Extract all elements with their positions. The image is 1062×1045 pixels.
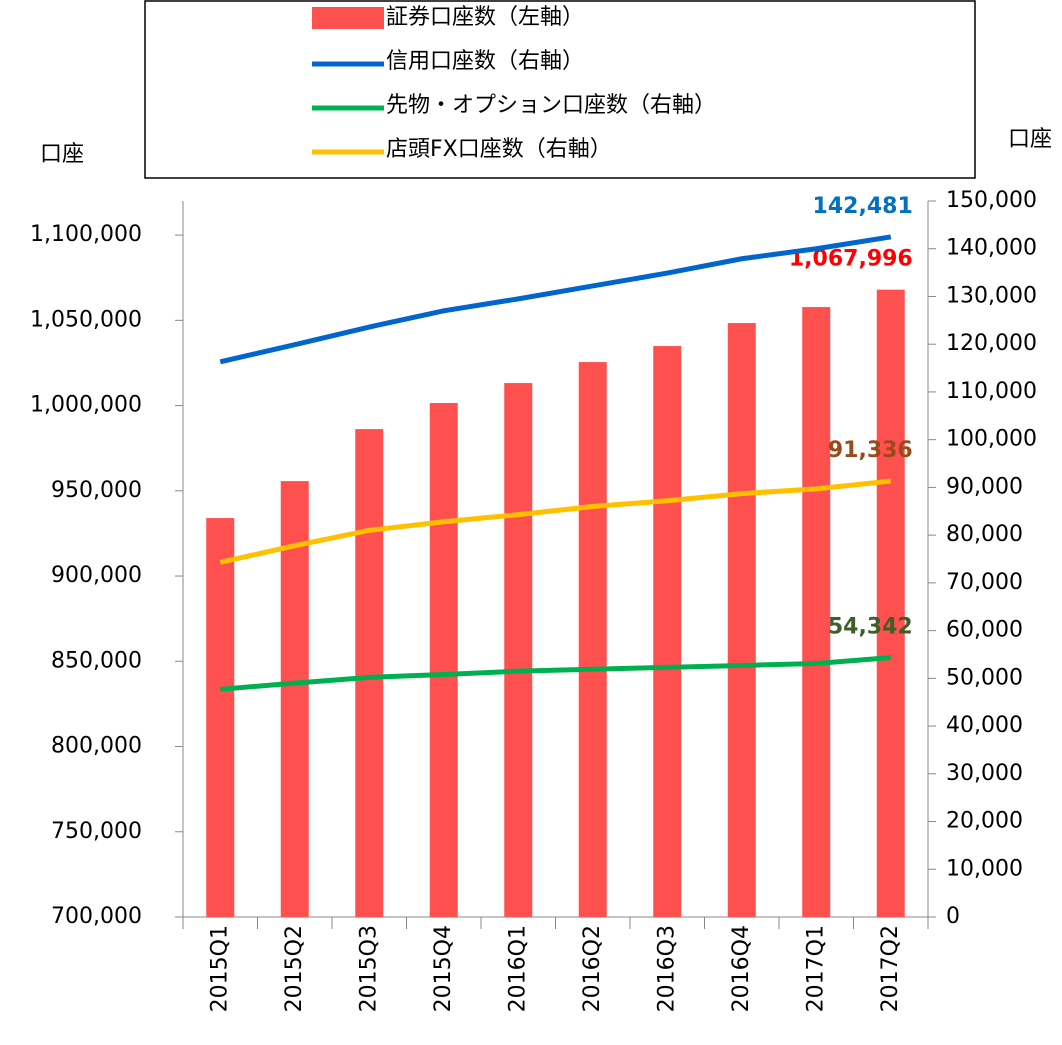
y2-tick-label: 90,000	[946, 474, 1023, 499]
x-tick-label: 2017Q1	[803, 925, 828, 1012]
bar	[578, 362, 607, 918]
y-tick-label: 1,050,000	[30, 307, 142, 332]
y2-tick-label: 70,000	[946, 570, 1023, 595]
y2-tick-label: 110,000	[946, 379, 1037, 404]
x-tick-label: 2015Q2	[282, 925, 307, 1012]
bar	[280, 481, 309, 917]
bar	[727, 323, 756, 918]
bar	[653, 346, 682, 918]
line	[219, 478, 892, 565]
y-tick-label: 750,000	[51, 819, 142, 844]
legend-marker	[312, 7, 384, 29]
bar	[802, 307, 831, 917]
legend-label: 証券口座数（左軸）	[386, 5, 584, 30]
y2-tick-label: 40,000	[946, 713, 1023, 738]
y-axis-label: 口座	[40, 142, 84, 167]
bar	[876, 289, 905, 918]
bar	[429, 403, 458, 917]
y2-tick-label: 50,000	[946, 665, 1023, 690]
bar	[504, 383, 533, 917]
x-tick-label: 2017Q2	[878, 925, 903, 1012]
y2-tick-label: 30,000	[946, 761, 1023, 786]
x-tick-label: 2016Q4	[729, 925, 754, 1012]
x-tick-label: 2015Q1	[207, 925, 232, 1012]
y-tick-label: 900,000	[51, 563, 142, 588]
y-tick-label: 700,000	[51, 904, 142, 929]
legend-box	[144, 0, 976, 179]
x-tick-label: 2016Q3	[654, 925, 679, 1012]
y2-tick-label: 60,000	[946, 618, 1023, 643]
legend-label: 信用口座数（右軸）	[386, 49, 584, 74]
y-tick-label: 1,100,000	[30, 222, 142, 247]
value-label: 142,481	[813, 194, 913, 219]
x-tick-label: 2015Q4	[431, 925, 456, 1012]
line	[219, 234, 892, 365]
y-tick-label: 950,000	[51, 478, 142, 503]
y2-axis-label: 口座	[1008, 127, 1052, 152]
legend-label: 先物・オプション口座数（右軸）	[386, 93, 716, 118]
value-label: 54,342	[828, 615, 913, 640]
x-tick-label: 2016Q1	[505, 925, 530, 1012]
value-label: 91,336	[828, 438, 913, 463]
y-tick-label: 1,000,000	[30, 393, 142, 418]
y2-tick-label: 80,000	[946, 522, 1023, 547]
y2-tick-label: 130,000	[946, 283, 1037, 308]
y2-tick-label: 20,000	[946, 809, 1023, 834]
legend-label: 店頭FX口座数（右軸）	[386, 137, 612, 162]
x-tick-label: 2015Q3	[356, 925, 381, 1012]
bar	[355, 429, 384, 917]
y2-tick-label: 140,000	[946, 236, 1037, 261]
y-tick-label: 800,000	[51, 734, 142, 759]
y2-tick-label: 0	[946, 904, 960, 929]
y2-tick-label: 100,000	[946, 427, 1037, 452]
bar	[206, 518, 235, 917]
y-tick-label: 850,000	[51, 648, 142, 673]
line	[220, 655, 891, 692]
y2-tick-label: 150,000	[946, 188, 1037, 213]
x-tick-label: 2016Q2	[580, 925, 605, 1012]
y2-tick-label: 120,000	[946, 331, 1037, 356]
y2-tick-label: 10,000	[946, 856, 1023, 881]
